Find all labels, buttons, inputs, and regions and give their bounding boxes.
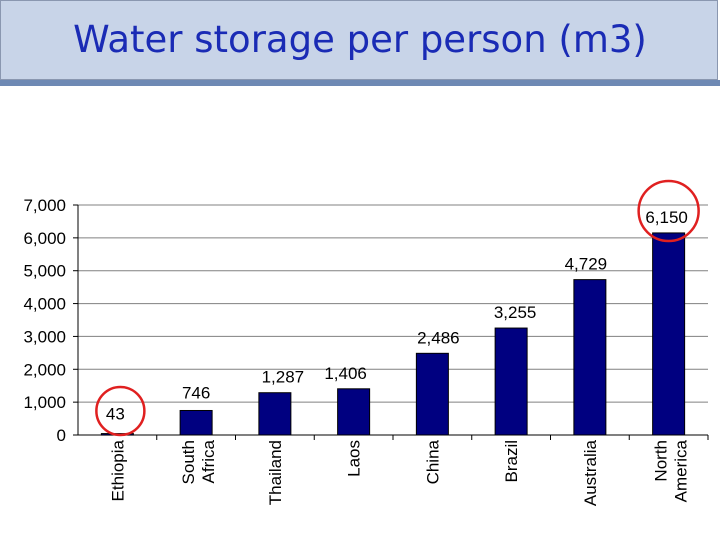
category-label: Ethiopia bbox=[108, 439, 127, 501]
y-tick-label: 0 bbox=[57, 426, 66, 445]
bar-north-america bbox=[652, 232, 686, 436]
data-label: 3,255 bbox=[494, 303, 537, 322]
bar-brazil bbox=[494, 327, 528, 436]
category-label: China bbox=[423, 439, 442, 484]
data-label: 1,287 bbox=[262, 368, 305, 387]
bar-laos bbox=[337, 388, 371, 436]
category-label: Brazil bbox=[502, 440, 521, 483]
highlight-circle bbox=[95, 385, 146, 437]
y-tick-label: 7,000 bbox=[23, 196, 66, 215]
data-label: 1,406 bbox=[324, 364, 367, 383]
data-label: 2,486 bbox=[417, 328, 460, 347]
page-title: Water storage per person (m3) bbox=[73, 18, 647, 61]
category-label: Laos bbox=[345, 440, 364, 477]
bar-australia bbox=[573, 279, 607, 436]
title-bar-edge bbox=[0, 80, 720, 86]
y-tick-label: 1,000 bbox=[23, 393, 66, 412]
bar-china bbox=[415, 352, 449, 436]
y-tick-label: 6,000 bbox=[23, 229, 66, 248]
y-tick-label: 4,000 bbox=[23, 295, 66, 314]
y-tick-label: 3,000 bbox=[23, 327, 66, 346]
title-bar bbox=[0, 0, 718, 80]
bar-thailand bbox=[258, 392, 292, 436]
bar-south-africa bbox=[179, 409, 213, 436]
y-tick-label: 5,000 bbox=[23, 262, 66, 281]
data-label: 746 bbox=[182, 383, 210, 402]
category-label: Australia bbox=[581, 439, 600, 506]
category-label: SouthAfrica bbox=[179, 439, 218, 484]
data-label: 4,729 bbox=[565, 255, 608, 274]
category-label: NorthAmerica bbox=[652, 439, 691, 502]
data-label: 43 bbox=[106, 405, 125, 424]
highlight-circle bbox=[637, 179, 700, 243]
data-label: 6,150 bbox=[645, 208, 688, 227]
y-tick-label: 2,000 bbox=[23, 360, 66, 379]
category-label: Thailand bbox=[266, 440, 285, 505]
